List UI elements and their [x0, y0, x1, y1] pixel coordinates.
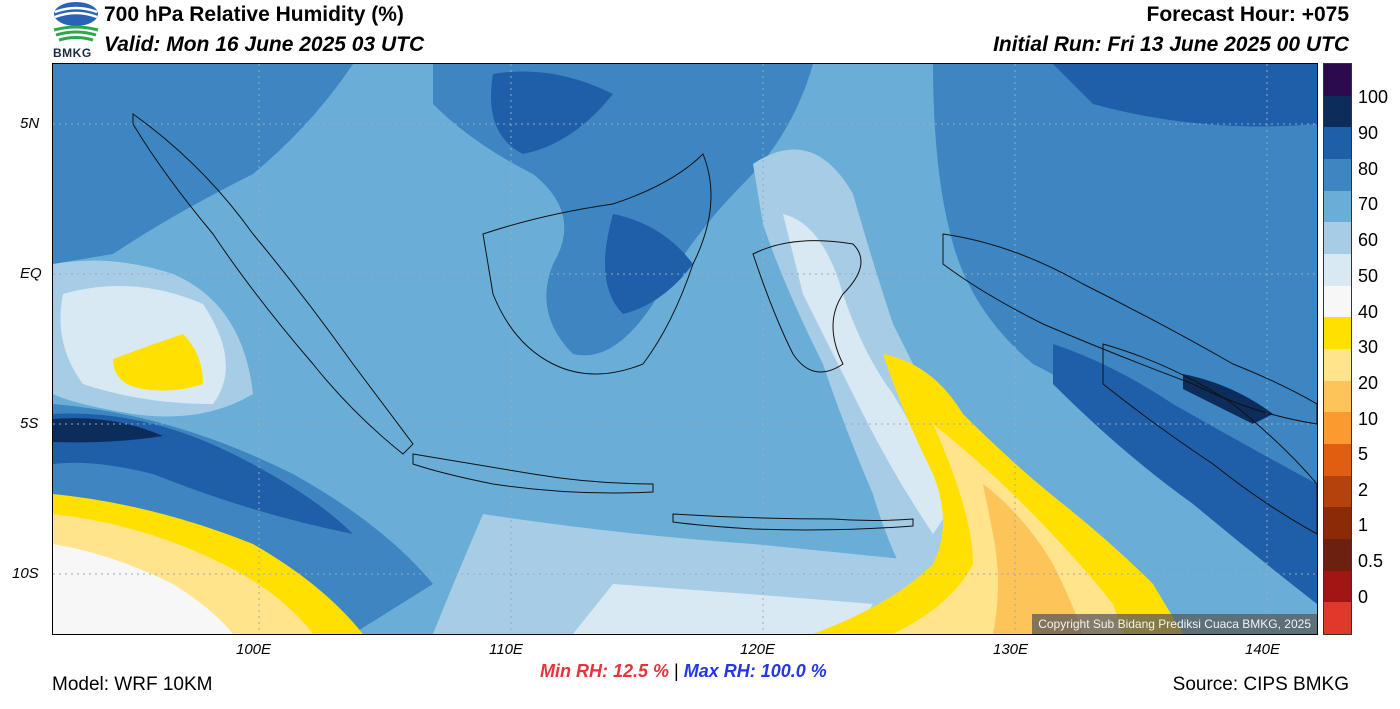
- colorbar-labels: 100 90 80 70 60 50 40 30 20 10 5 2 1 0.5…: [1354, 63, 1400, 633]
- colorbar-label-0-5: 0.5: [1358, 551, 1384, 571]
- colorbar-label-70: 70: [1358, 194, 1379, 214]
- colorbar-swatch: [1324, 159, 1351, 191]
- colorbar-label-10: 10: [1358, 409, 1379, 429]
- colorbar-swatch: [1324, 285, 1351, 318]
- lon-tick-120e: 120E: [740, 641, 776, 658]
- rh-stats: Min RH: 12.5 % | Max RH: 100.0 %: [540, 661, 827, 682]
- min-rh: Min RH: 12.5 %: [540, 661, 670, 681]
- humidity-field: [53, 64, 1317, 634]
- colorbar-label-90: 90: [1358, 123, 1379, 143]
- colorbar-label-30: 30: [1358, 337, 1379, 357]
- colorbar-label-1: 1: [1358, 515, 1369, 535]
- bmkg-emblem-icon: [53, 2, 99, 42]
- lon-tick-130e: 130E: [993, 641, 1029, 658]
- lat-tick-eq: EQ: [20, 265, 42, 282]
- colorbar-label-40: 40: [1358, 302, 1379, 322]
- colorbar-swatch: [1324, 317, 1351, 350]
- colorbar-swatch: [1324, 349, 1351, 381]
- bmkg-logo: BMKG: [52, 0, 100, 60]
- colorbar-label-100: 100: [1358, 87, 1389, 107]
- colorbar-swatch: [1324, 127, 1351, 160]
- max-rh: Max RH: 100.0 %: [683, 661, 827, 681]
- colorbar-swatch: [1324, 380, 1351, 413]
- lon-tick-140e: 140E: [1245, 641, 1281, 658]
- lat-tick-5n: 5N: [20, 115, 40, 132]
- colorbar-swatch: [1324, 254, 1351, 286]
- graticule: [53, 64, 1317, 634]
- colorbar-label-20: 20: [1358, 373, 1379, 393]
- lat-tick-5s: 5S: [20, 415, 39, 432]
- colorbar-label-5: 5: [1358, 444, 1369, 464]
- colorbar-swatch: [1324, 222, 1351, 255]
- colorbar-swatch: [1324, 570, 1351, 603]
- coastlines: [132, 113, 1317, 535]
- copyright-label: Copyright Sub Bidang Prediksi Cuaca BMKG…: [1032, 614, 1317, 634]
- colorbar-label-0: 0: [1358, 587, 1369, 607]
- lat-tick-10s: 10S: [12, 565, 39, 582]
- colorbar-swatch: [1324, 190, 1351, 223]
- lon-tick-100e: 100E: [236, 641, 272, 658]
- colorbar-swatch: [1324, 475, 1351, 508]
- colorbar-swatch: [1324, 602, 1351, 635]
- logo-label: BMKG: [53, 46, 92, 60]
- colorbar-swatch: [1324, 539, 1351, 571]
- colorbar-swatch: [1324, 95, 1351, 128]
- source-label: Source: CIPS BMKG: [1172, 674, 1349, 695]
- valid-time: Valid: Mon 16 June 2025 03 UTC: [104, 33, 425, 56]
- stats-separator: |: [674, 661, 679, 681]
- humidity-map: Copyright Sub Bidang Prediksi Cuaca BMKG…: [52, 63, 1318, 635]
- forecast-hour: Forecast Hour: +075: [1146, 3, 1350, 26]
- colorbar: [1323, 63, 1352, 635]
- colorbar-label-60: 60: [1358, 230, 1379, 250]
- colorbar-swatch: [1324, 64, 1351, 96]
- colorbar-swatch: [1324, 444, 1351, 476]
- initial-run: Initial Run: Fri 13 June 2025 00 UTC: [993, 33, 1349, 56]
- lon-tick-110e: 110E: [489, 641, 523, 658]
- model-label: Model: WRF 10KM: [52, 674, 213, 695]
- colorbar-swatch: [1324, 412, 1351, 445]
- colorbar-swatch: [1324, 507, 1351, 540]
- colorbar-label-80: 80: [1358, 159, 1379, 179]
- colorbar-label-50: 50: [1358, 266, 1379, 286]
- colorbar-label-2: 2: [1358, 480, 1369, 500]
- chart-title: 700 hPa Relative Humidity (%): [104, 3, 404, 26]
